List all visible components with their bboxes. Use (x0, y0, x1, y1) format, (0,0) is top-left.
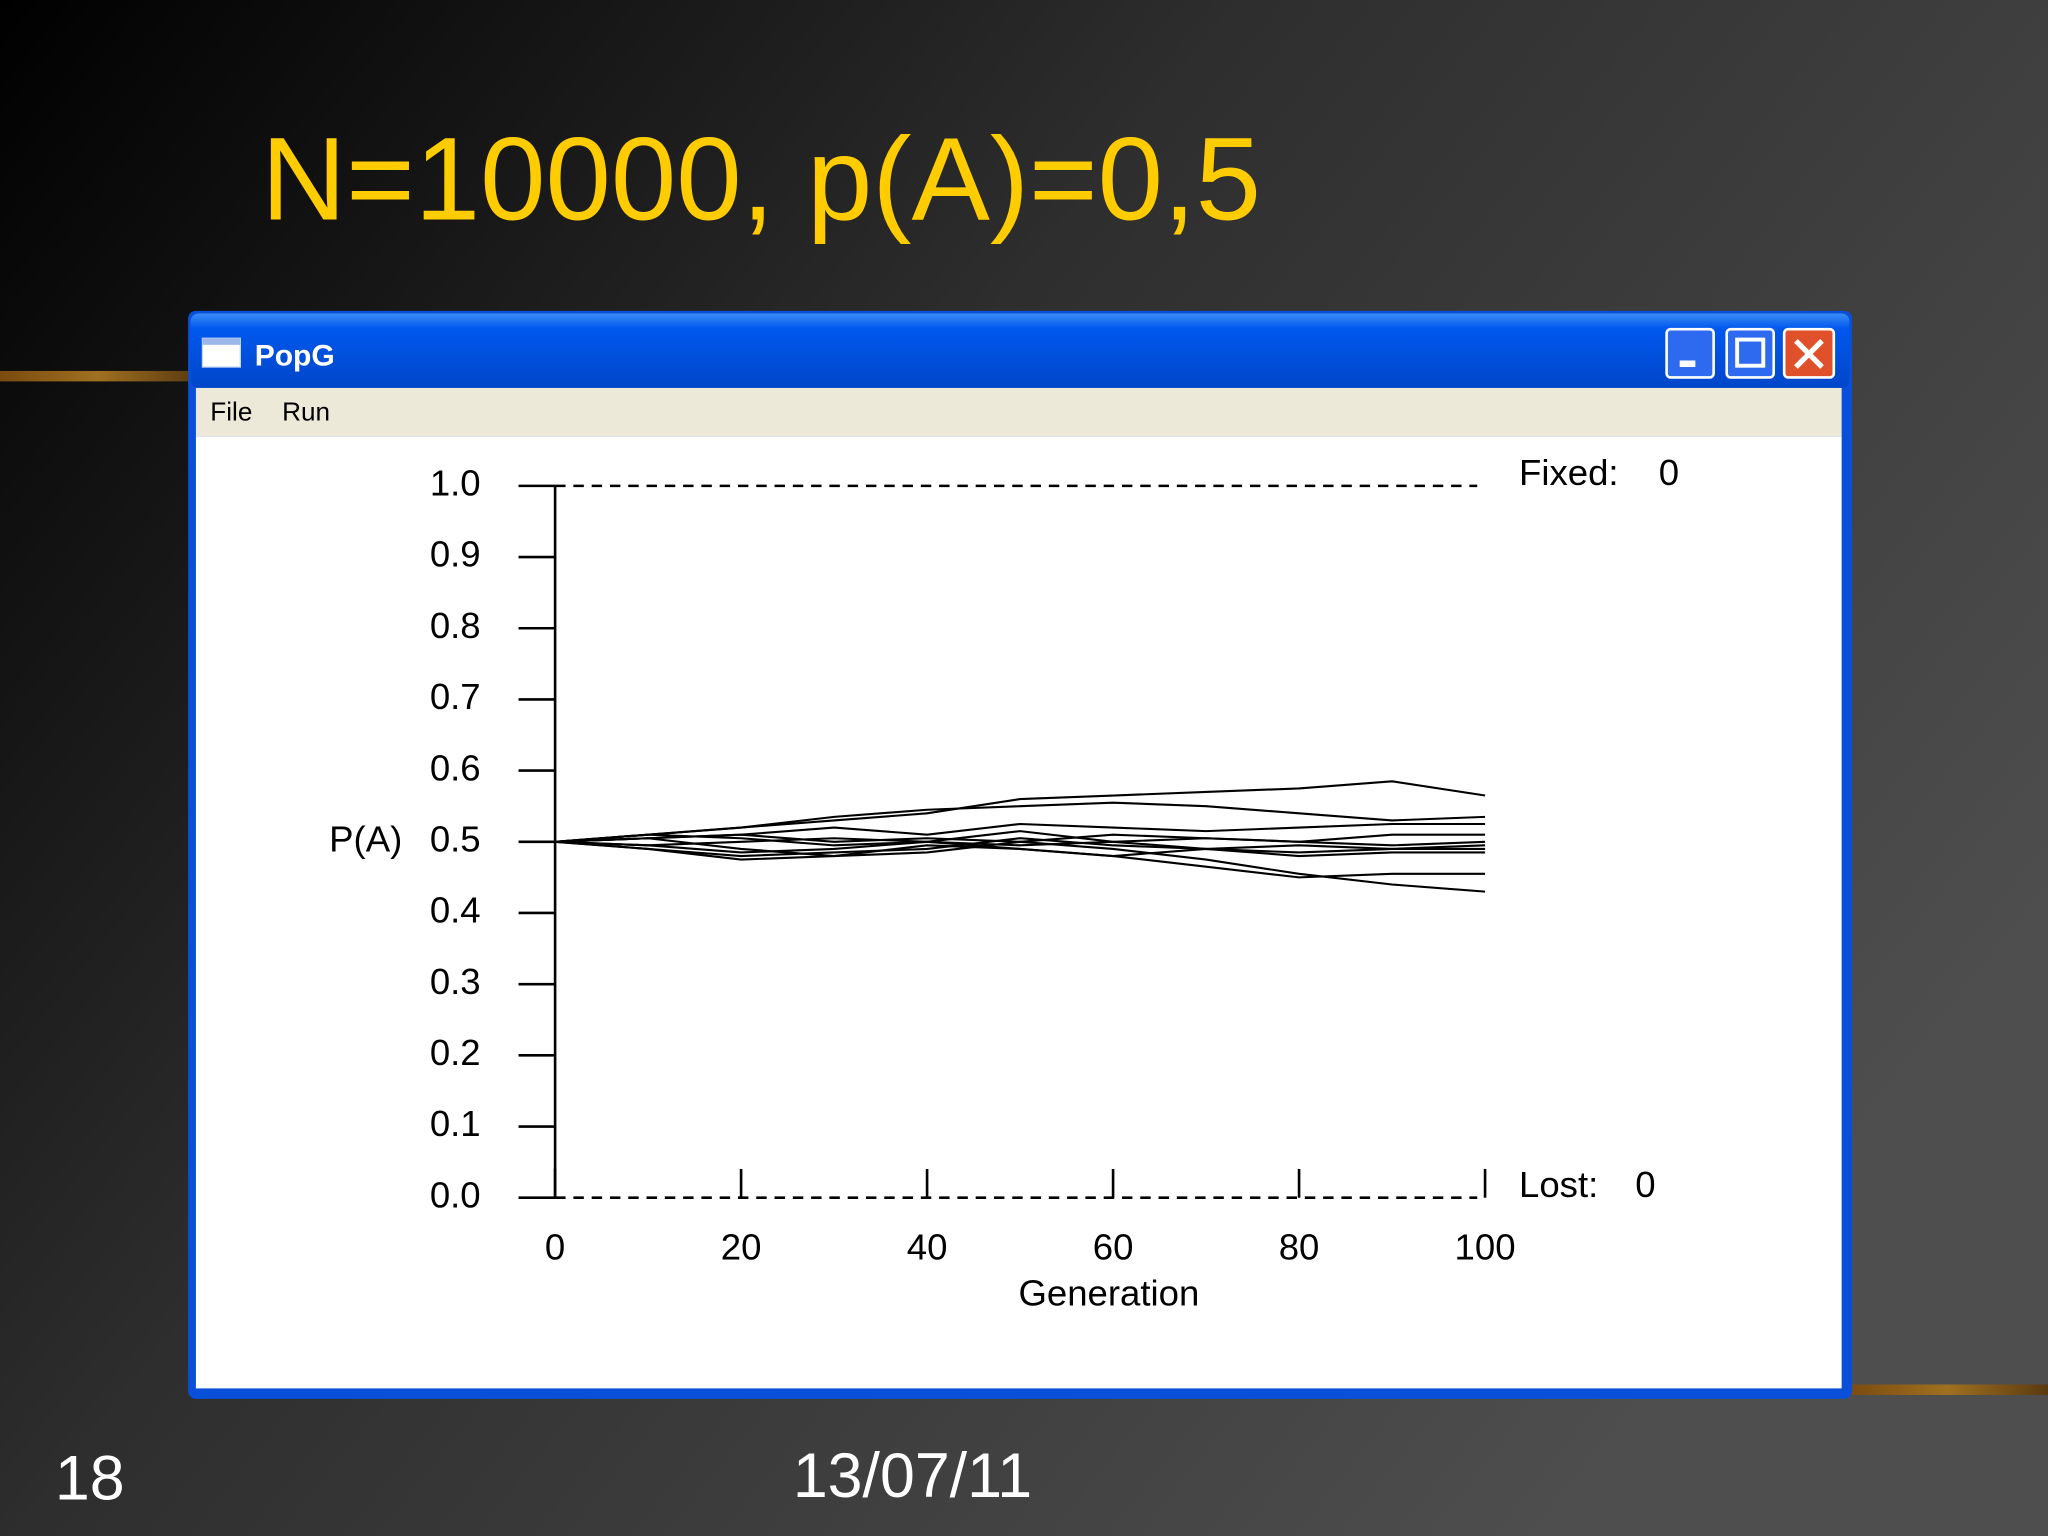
x-tick-label: 60 (1093, 1227, 1134, 1268)
y-tick-label: 0.1 (430, 1103, 481, 1144)
window-icon (202, 338, 241, 345)
x-tick-label: 80 (1279, 1227, 1320, 1268)
annotation-value: 0 (1635, 1164, 1655, 1205)
decor-stripe (0, 370, 196, 382)
series-line (555, 837, 1486, 858)
menu-item[interactable]: Run (282, 397, 330, 427)
slide-title: N=10000, p(A)=0,5 (261, 113, 1261, 244)
minimize-button[interactable] (1665, 327, 1715, 379)
menu-item[interactable]: File (210, 397, 252, 427)
close-glyph (1794, 339, 1824, 369)
close-button[interactable] (1782, 327, 1836, 379)
annotation-value: 0 (1659, 452, 1679, 493)
maximize-button[interactable] (1725, 327, 1776, 379)
title-bar (190, 313, 1850, 388)
y-tick-label: 0.7 (430, 676, 481, 717)
y-tick-label: 0.3 (430, 961, 481, 1002)
maximize-glyph (1735, 337, 1766, 368)
y-tick-label: 0.9 (430, 534, 481, 575)
y-axis-label: P(A) (329, 818, 402, 859)
series-line (555, 833, 1486, 893)
x-axis-label: Generation (1018, 1272, 1199, 1313)
window-title: PopG (255, 340, 335, 373)
series-line (555, 801, 1486, 843)
client-area (195, 436, 1842, 1389)
x-tick-label: 0 (545, 1227, 565, 1268)
annotation-label: Lost: (1519, 1164, 1598, 1205)
series-line (555, 837, 1486, 847)
y-tick-label: 0.5 (430, 818, 481, 859)
decor-stripe (1846, 1384, 2048, 1395)
x-tick-label: 20 (721, 1227, 762, 1268)
minimize-glyph (1679, 360, 1696, 368)
annotation-label: Fixed: (1519, 452, 1619, 493)
y-tick-label: 1.0 (430, 463, 481, 504)
slide-date: 13/07/11 (793, 1441, 1032, 1511)
y-tick-label: 0.0 (430, 1174, 481, 1215)
y-tick-label: 0.6 (430, 747, 481, 788)
window: PopG File Run 0.00.10.20.30.40.50.60.70.… (188, 310, 1853, 1399)
series-line (555, 840, 1486, 879)
chart: 0.0 0.1 0.2 0.3 0.4 0.5 0.6 0.7 0.8 0.9 1.0 P(A) 0 20… (329, 452, 1679, 1313)
slide-number: 18 (55, 1443, 125, 1513)
maximize-button[interactable] (1725, 327, 1776, 379)
series-line (555, 830, 1486, 858)
minimize-button[interactable] (1665, 327, 1715, 379)
x-tick-label: 100 (1455, 1227, 1516, 1268)
y-tick-label: 0.8 (430, 605, 481, 646)
y-tick-label: 0.2 (430, 1032, 481, 1073)
menu-bar (195, 387, 1842, 437)
x-tick-label: 40 (907, 1227, 948, 1268)
y-tick-label: 0.4 (430, 890, 481, 931)
